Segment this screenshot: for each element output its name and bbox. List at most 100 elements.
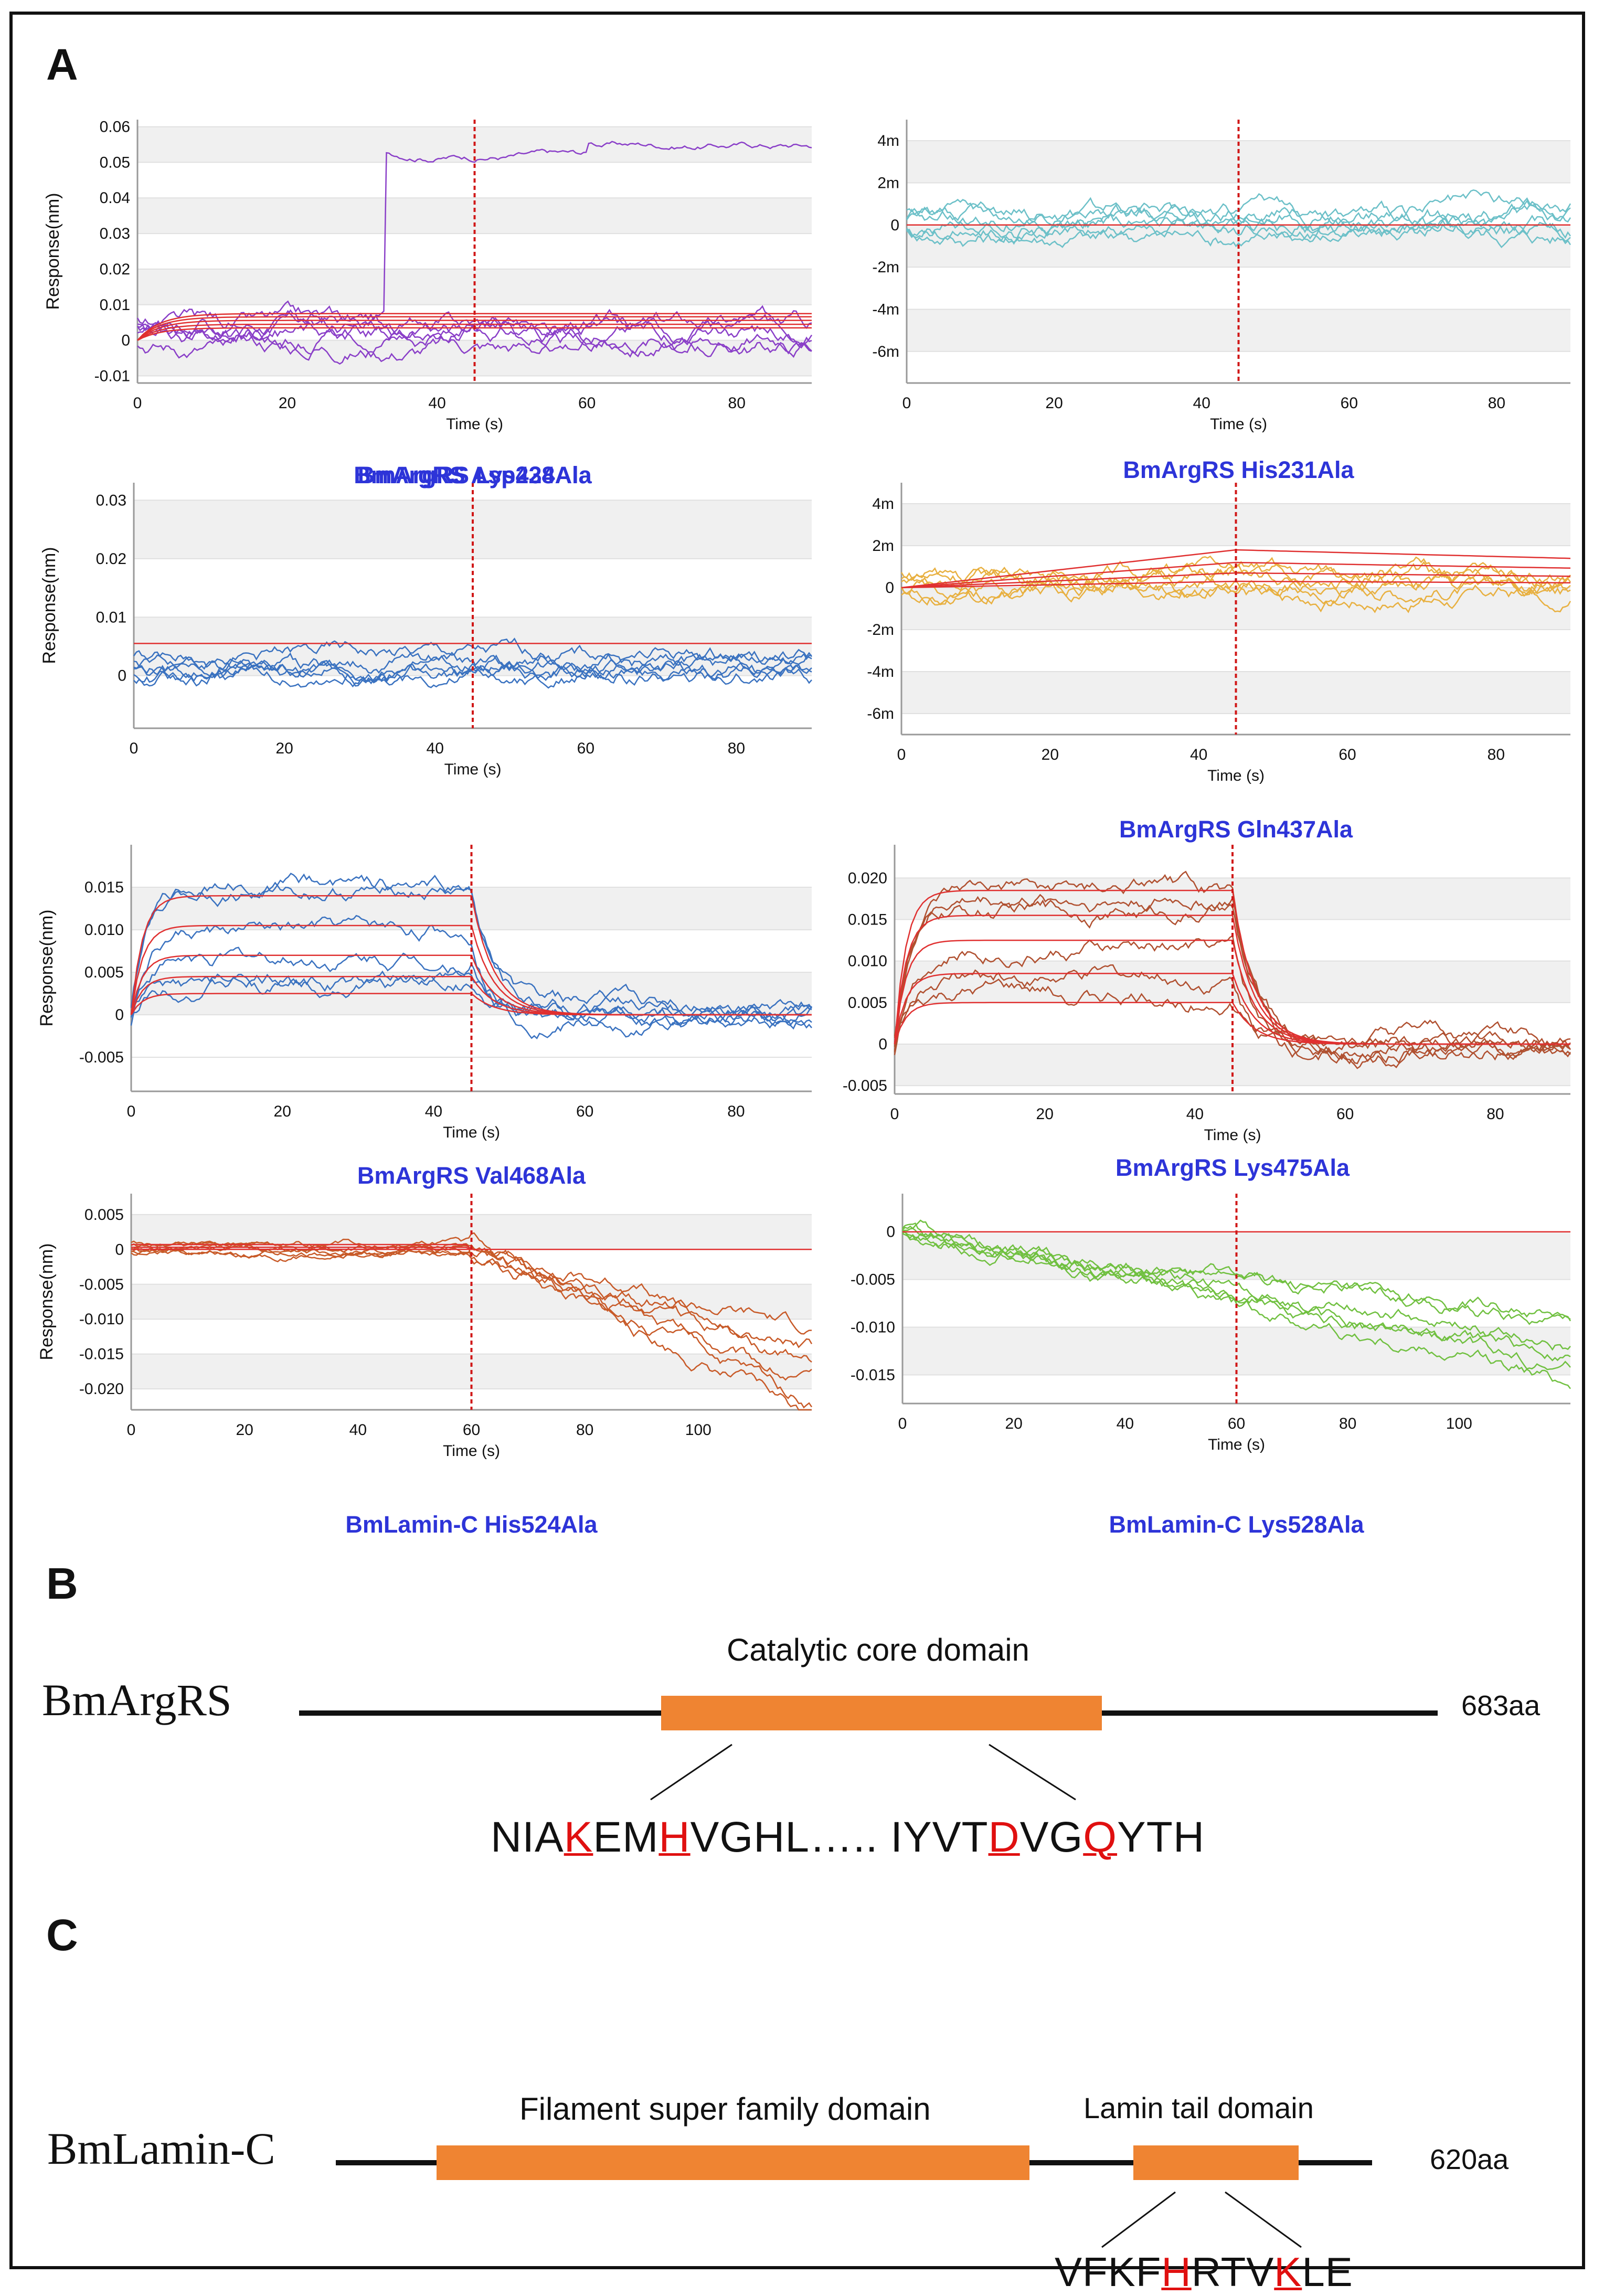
panel-label-c: C (46, 1910, 78, 1960)
response-trace (137, 328, 812, 365)
y-tick-label: 0.03 (100, 225, 130, 242)
x-tick-label: 20 (1005, 1415, 1022, 1432)
y-tick-label: 0 (890, 217, 899, 234)
y-tick-label: 0.01 (96, 609, 126, 626)
x-tick-label: 20 (1036, 1106, 1054, 1123)
lamin-name: BmLamin-C (47, 2123, 275, 2174)
x-tick-label: 80 (576, 1421, 593, 1439)
y-tick-label: -0.020 (79, 1380, 124, 1398)
x-tick-label: 40 (428, 395, 445, 412)
lamin-sequence: VFKFHRTVKLE (1055, 2248, 1353, 2296)
y-tick-label: -4m (872, 301, 899, 318)
y-tick-label: 0.005 (84, 1206, 124, 1224)
y-tick-label: -0.01 (94, 367, 130, 385)
sensorgram-caption: BmLamin-C His524Ala (345, 1511, 598, 1538)
sensorgram-caption: BmArgRS His231Ala (1123, 456, 1354, 483)
x-tick-label: 60 (1228, 1415, 1245, 1432)
grid-band (907, 141, 1570, 183)
response-trace (133, 653, 812, 688)
x-tick-label: 0 (133, 395, 142, 412)
grid-band (907, 309, 1570, 352)
y-tick-label: 0 (878, 1036, 887, 1053)
response-trace (133, 653, 812, 689)
fit-curve (901, 561, 1571, 589)
lamin-length: 620aa (1430, 2144, 1509, 2175)
y-tick-label: -0.005 (843, 1077, 887, 1094)
x-tick-label: 20 (274, 1103, 291, 1120)
x-tick-label: 0 (902, 395, 911, 412)
y-tick-label: 0.010 (848, 953, 887, 970)
x-tick-label: 20 (1045, 395, 1063, 412)
y-axis-label: Response(nm) (37, 910, 57, 1027)
x-axis-label: Time (s) (1208, 1436, 1265, 1453)
mutated-residue-h524: H (1161, 2249, 1192, 2295)
argrs-zoom-line-right (989, 1744, 1076, 1801)
mutated-residue-d434: D (988, 1813, 1020, 1861)
seq-segment: VG (1019, 1813, 1084, 1861)
x-tick-label: 60 (578, 395, 596, 412)
y-tick-label: 0.015 (848, 911, 887, 929)
x-axis-label: Time (s) (443, 1124, 500, 1141)
seq-segment: YTH (1117, 1813, 1205, 1861)
mutated-residue-h231: H (658, 1813, 691, 1861)
y-tick-label: 2m (877, 174, 899, 192)
x-tick-label: 60 (463, 1421, 480, 1439)
lamin-tail-label: Lamin tail domain (1084, 2091, 1314, 2124)
x-tick-label: 40 (1193, 395, 1210, 412)
x-tick-label: 20 (279, 395, 296, 412)
y-axis-label: Response(nm) (43, 193, 63, 310)
y-tick-label: 4m (877, 132, 899, 150)
response-trace (900, 569, 1571, 603)
y-tick-label: 0.015 (84, 879, 124, 896)
sensorgram-caption: BmArgRS Gln437Ala (1119, 816, 1353, 843)
x-tick-label: 0 (890, 1106, 899, 1123)
y-axis-label: Response(nm) (39, 547, 59, 664)
y-tick-label: -2m (867, 621, 894, 639)
catalytic-core-label: Catalytic core domain (727, 1632, 1029, 1667)
y-tick-label: 2m (872, 537, 894, 555)
response-trace (906, 219, 1571, 245)
y-tick-label: 0.06 (100, 119, 130, 136)
panel-label-a: A (46, 40, 78, 89)
y-tick-label: 0 (118, 667, 126, 685)
y-tick-label: -0.010 (79, 1311, 124, 1328)
x-tick-label: 20 (275, 740, 293, 757)
y-tick-label: 0.03 (96, 492, 126, 509)
argrs-zoom-line-left (650, 1744, 732, 1801)
x-tick-label: 100 (685, 1421, 711, 1439)
seq-segment: RTV (1191, 2249, 1274, 2295)
x-tick-label: 40 (349, 1421, 367, 1439)
x-tick-label: 80 (728, 740, 745, 757)
x-tick-label: 100 (1446, 1415, 1472, 1432)
y-tick-label: 0.02 (100, 261, 130, 278)
mutated-residue-k528: K (1274, 2249, 1302, 2295)
y-tick-label: 0.010 (84, 921, 124, 939)
response-trace (137, 317, 812, 361)
response-trace (902, 1231, 1571, 1320)
x-tick-label: 40 (427, 740, 444, 757)
argrs-length: 683aa (1461, 1690, 1541, 1721)
x-tick-label: 20 (1042, 746, 1059, 763)
x-tick-label: 60 (1336, 1106, 1354, 1123)
panel-label-b: B (46, 1559, 78, 1608)
x-tick-label: 0 (897, 746, 906, 763)
x-tick-label: 80 (1488, 395, 1505, 412)
y-tick-label: 0.02 (96, 550, 126, 568)
x-tick-label: 0 (127, 1421, 136, 1439)
x-tick-label: 80 (728, 395, 746, 412)
x-axis-label: Time (s) (446, 416, 503, 433)
filament-domain-box (437, 2145, 1029, 2180)
fit-curve (137, 316, 812, 341)
figure-frame (9, 12, 1585, 2269)
x-axis-label: Time (s) (1204, 1126, 1261, 1144)
y-tick-label: 0.005 (848, 994, 887, 1012)
y-tick-label: 0 (886, 1224, 895, 1241)
x-tick-label: 80 (1486, 1106, 1504, 1123)
x-axis-label: Time (s) (1210, 416, 1267, 433)
sensorgram-caption: BmArgRS Lys228Ala (357, 462, 592, 488)
